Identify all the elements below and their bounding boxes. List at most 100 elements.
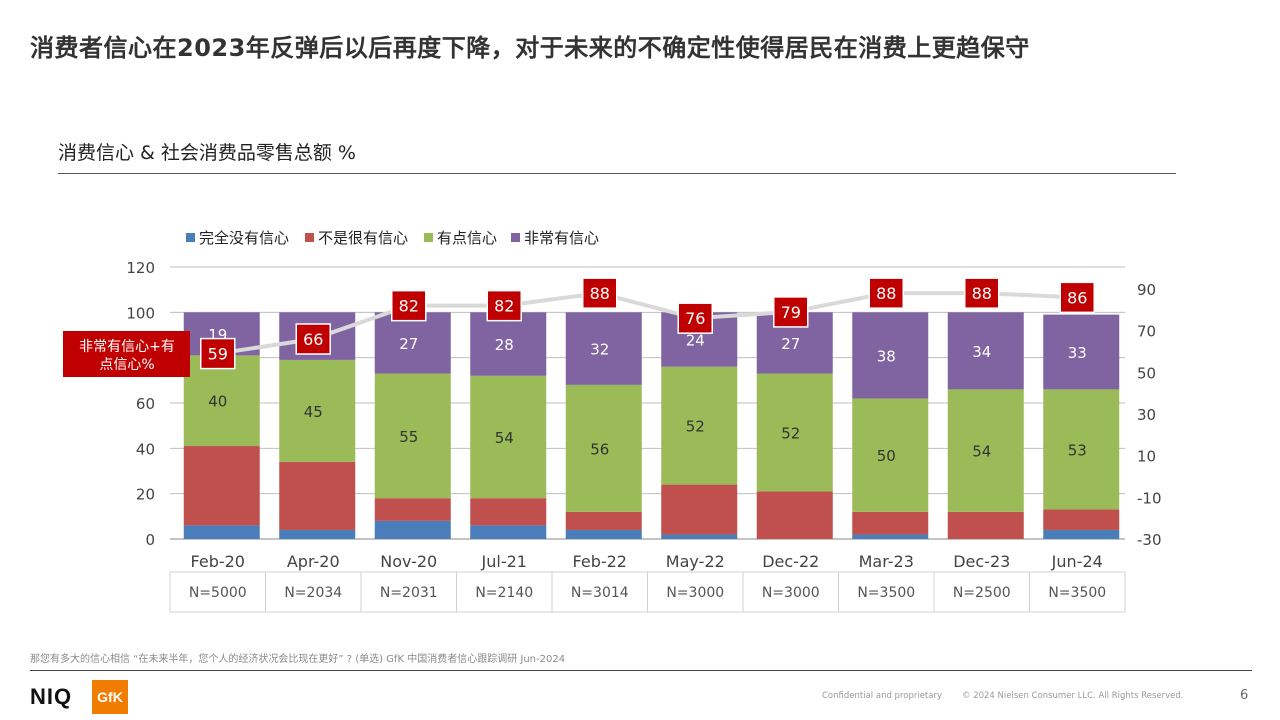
x-axis: Feb-20 Apr-20 Nov-20 Jul-21 Feb-22 May-22 Dec-… [191, 552, 1103, 571]
right-tick-label: -10 [1137, 489, 1162, 507]
line-marker [200, 337, 236, 370]
bar-data-label: 28 [495, 336, 514, 354]
footnote: 那您有多大的信心相信 “在未来半年，您个人的经济状况会比现在更好” ? (单选)… [30, 654, 566, 665]
page-title: 消费者信心在2023年反弹后以后再度下降，对于未来的不确定性使得居民在消费上更趋… [30, 34, 1030, 62]
right-axis: -30 -10 10 30 50 70 90 [1137, 281, 1162, 549]
bar-data-label: 55 [399, 428, 418, 446]
sample-size-cell: N=2034 [284, 585, 342, 601]
bar-data-label: 52 [781, 424, 800, 442]
bar-segment [470, 498, 547, 526]
bar-segment [565, 511, 642, 530]
bar-data-label: 56 [590, 440, 609, 458]
line-data-label: 79 [781, 303, 801, 322]
callout-label: 非常有信心+有点信心% [79, 339, 175, 373]
page-number: 6 [1240, 688, 1249, 703]
bar-segment [852, 312, 929, 399]
bar-segment [279, 529, 356, 539]
bar-data-label: 52 [686, 418, 705, 436]
sample-size-cell: N=2140 [475, 585, 533, 601]
bar-data-label: 27 [781, 335, 800, 353]
bar-segment [279, 359, 356, 462]
bar-segment [756, 491, 833, 539]
bar-segment [374, 373, 451, 499]
callout-box [63, 331, 190, 377]
bar-segment [183, 525, 260, 539]
line-callout: 非常有信心+有点信心% [63, 331, 190, 377]
bar-segment [1043, 509, 1120, 530]
bar-segment [947, 389, 1024, 512]
left-tick-label: 60 [136, 395, 155, 413]
x-tick-label: Feb-20 [191, 552, 245, 571]
bar-data-label: 54 [972, 443, 991, 461]
right-tick-label: 10 [1137, 448, 1156, 466]
x-tick-label: Dec-23 [953, 552, 1010, 571]
bar-segment [374, 498, 451, 521]
sample-size-cell: N=5000 [189, 585, 247, 601]
line-marker [677, 302, 713, 334]
bar-segment [470, 375, 547, 499]
line-marker [964, 277, 1000, 309]
chart-legend: 完全没有信心 不是很有信心 有点信心 非常有信心 [186, 229, 599, 247]
callout-label-line2: 点信心% [99, 357, 154, 373]
x-tick-label: Apr-20 [287, 552, 340, 571]
bar-segment [183, 355, 260, 447]
bar-data-label: 54 [495, 429, 514, 447]
line-data-label: 66 [303, 330, 323, 349]
bar-data-label: 38 [877, 347, 896, 365]
x-tick-label: Nov-20 [380, 552, 437, 571]
sample-size-table: N=5000 N=2034 N=2031 N=2140 N=3014 N=3000 N=30… [169, 571, 1126, 613]
left-tick-label: 20 [136, 486, 155, 504]
sample-size-cell: N=3014 [571, 585, 629, 601]
bar-segment [661, 366, 738, 485]
sample-size-cell: N=3500 [857, 585, 915, 601]
right-tick-label: 50 [1137, 364, 1156, 382]
line-data-label: 88 [876, 284, 896, 303]
bar-segment [852, 511, 929, 535]
bar-segment [661, 534, 738, 539]
bar-segment [374, 520, 451, 539]
line-data-label: 88 [590, 284, 610, 303]
legend-swatch [186, 233, 195, 242]
bar-segment [1043, 389, 1120, 510]
copyright-note: © 2024 Nielsen Consumer LLC. All Rights … [962, 691, 1184, 701]
right-tick-label: 90 [1137, 281, 1156, 299]
line-marker [391, 289, 427, 322]
bar-segment [374, 312, 451, 374]
right-tick-label: 70 [1137, 323, 1156, 341]
left-tick-label: 100 [126, 304, 155, 322]
legend-swatch [305, 233, 314, 242]
sample-size-cell: N=3000 [666, 585, 724, 601]
line-data-label: 88 [972, 284, 992, 303]
confidence-line: 59 66 82 82 88 76 79 88 88 86 [200, 277, 1095, 370]
line-path [217, 291, 1078, 356]
bar-segment [565, 529, 642, 539]
bar-data-label: 50 [877, 447, 896, 465]
bar-segment [947, 511, 1024, 539]
bar-segment [565, 312, 642, 385]
sample-size-cell: N=2031 [380, 585, 438, 601]
bar-segment [1043, 529, 1120, 539]
right-tick-label: -30 [1137, 531, 1162, 549]
line-marker [1059, 281, 1095, 314]
legend-label: 非常有信心 [524, 229, 599, 247]
legend-label: 有点信心 [437, 229, 497, 247]
line-data-label: 86 [1067, 288, 1087, 307]
line-marker [295, 323, 331, 355]
x-tick-label: Jul-21 [481, 552, 527, 571]
confidential-note: Confidential and proprietary [822, 691, 943, 701]
left-tick-label: 40 [136, 440, 155, 458]
x-tick-label: May-22 [666, 552, 725, 571]
x-tick-label: Dec-22 [762, 552, 819, 571]
bar-segment [947, 312, 1024, 390]
chart-subtitle: 消费信心 & 社会消费品零售总额 % [58, 142, 356, 164]
left-tick-label: 120 [126, 259, 155, 277]
gfk-logo: GfK [92, 680, 128, 714]
bar-data-label: 33 [1068, 344, 1087, 362]
bar-segment [183, 446, 260, 526]
bar-segment [661, 484, 738, 535]
line-data-label: 59 [208, 345, 228, 364]
bar-segment [470, 312, 547, 376]
bar-data-label: 45 [304, 403, 323, 421]
callout-label-line1: 非常有信心+有 [79, 339, 175, 355]
